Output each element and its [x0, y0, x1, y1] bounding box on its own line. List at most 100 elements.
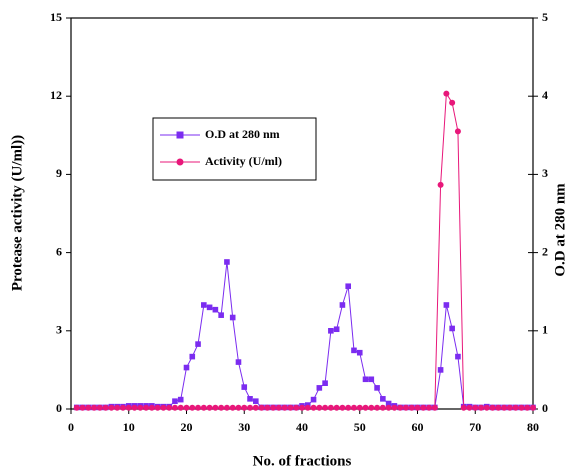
- x-tick-label: 50: [354, 420, 366, 434]
- data-point: [102, 404, 109, 411]
- data-point: [241, 404, 248, 411]
- data-point: [449, 325, 455, 332]
- data-point: [177, 396, 184, 403]
- data-point: [114, 404, 121, 411]
- plot-frame: [70, 17, 534, 410]
- data-point: [143, 404, 150, 411]
- data-point: [235, 404, 242, 411]
- legend-label: O.D at 280 nm: [205, 127, 280, 141]
- data-point: [454, 128, 461, 135]
- data-point: [258, 404, 265, 411]
- data-point: [131, 404, 138, 411]
- data-point: [235, 359, 242, 365]
- data-point: [287, 404, 294, 411]
- data-point: [501, 404, 508, 411]
- data-point: [200, 404, 207, 411]
- y2-tick-label: 4: [542, 88, 548, 102]
- data-point: [483, 404, 490, 411]
- data-point: [391, 404, 398, 411]
- data-point: [351, 347, 357, 354]
- y2-tick-label: 0: [542, 401, 548, 415]
- data-point: [350, 404, 357, 411]
- data-point: [316, 385, 323, 391]
- data-point: [183, 364, 190, 371]
- x-axis-label: No. of fractions: [253, 453, 352, 469]
- data-point: [224, 259, 230, 265]
- data-point: [362, 404, 369, 411]
- data-point: [530, 404, 536, 411]
- data-point: [154, 404, 161, 411]
- data-point: [368, 376, 375, 383]
- x-tick-label: 20: [181, 420, 193, 434]
- data-point: [449, 99, 456, 106]
- data-point: [322, 404, 329, 411]
- data-point: [362, 376, 369, 383]
- data-point: [495, 404, 502, 411]
- data-point: [408, 404, 415, 411]
- data-point: [195, 341, 201, 347]
- legend-marker: [176, 158, 184, 166]
- data-point: [212, 404, 219, 411]
- data-point: [252, 404, 259, 411]
- data-point: [356, 404, 363, 411]
- data-point: [327, 404, 334, 411]
- data-point: [472, 404, 479, 411]
- x-tick-label: 70: [469, 420, 481, 434]
- data-point: [125, 404, 132, 411]
- legend-label: Activity (U/ml): [205, 154, 282, 168]
- data-point: [281, 404, 288, 411]
- data-point: [524, 404, 531, 411]
- data-point: [241, 384, 248, 390]
- legend-marker: [176, 131, 184, 139]
- y-tick-label: 12: [50, 88, 62, 102]
- y-tick-label: 0: [56, 401, 62, 415]
- data-point: [374, 385, 380, 391]
- data-point: [189, 404, 196, 411]
- data-point: [512, 404, 519, 411]
- y2-tick-label: 2: [542, 244, 548, 258]
- data-point: [223, 404, 230, 411]
- y2-tick-label: 5: [542, 10, 548, 24]
- data-point: [148, 404, 155, 411]
- data-point: [264, 404, 271, 411]
- data-point: [345, 283, 351, 290]
- data-point: [345, 404, 352, 411]
- data-point: [356, 349, 363, 356]
- data-point: [275, 404, 282, 411]
- y2-axis-label: O.D at 280 nm: [552, 183, 568, 277]
- data-point: [339, 404, 346, 411]
- data-point: [206, 404, 213, 411]
- data-point: [322, 380, 328, 386]
- data-point: [466, 404, 473, 411]
- data-point: [385, 404, 392, 411]
- data-point: [253, 398, 259, 404]
- data-point: [79, 404, 86, 411]
- data-point: [183, 404, 190, 411]
- data-point: [385, 400, 392, 407]
- data-point: [316, 404, 323, 411]
- data-point: [414, 404, 421, 411]
- x-tick-label: 0: [68, 420, 74, 434]
- data-point: [166, 404, 173, 411]
- data-point: [73, 404, 80, 411]
- y-tick-label: 9: [56, 166, 62, 180]
- data-point: [333, 326, 340, 333]
- x-tick-label: 40: [296, 420, 308, 434]
- data-point: [247, 396, 253, 402]
- data-point: [333, 404, 340, 411]
- data-point: [328, 328, 334, 334]
- data-point: [379, 404, 386, 411]
- data-point: [426, 404, 433, 411]
- x-tick-label: 60: [412, 420, 424, 434]
- data-point: [443, 302, 450, 308]
- data-point: [229, 314, 236, 321]
- x-tick-label: 30: [238, 420, 250, 434]
- data-point: [119, 404, 126, 411]
- data-point: [172, 398, 178, 404]
- data-point: [368, 404, 375, 411]
- data-point: [420, 404, 427, 411]
- data-point: [218, 312, 224, 318]
- y-tick-label: 6: [56, 244, 62, 258]
- data-point: [177, 404, 184, 411]
- data-point: [293, 404, 300, 411]
